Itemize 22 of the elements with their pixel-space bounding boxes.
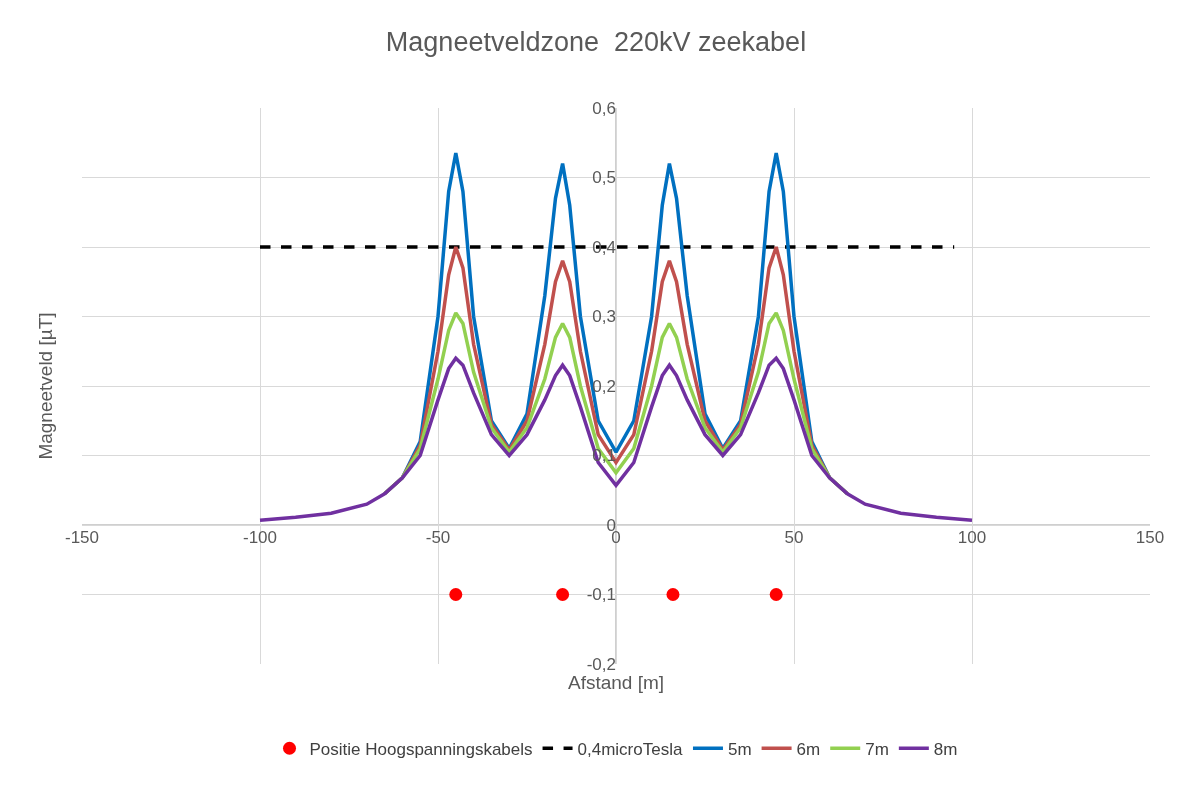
x-tick-label: -50 (425, 528, 451, 547)
chart-title: Magneetveldzone 220kV zeekabel (385, 26, 807, 57)
legend-label: 5m (727, 739, 752, 759)
y-tick-label: -0,2 (586, 654, 616, 674)
y-tick-label: -0,1 (586, 585, 616, 605)
y-axis-title: Magneetveld [µT] (34, 312, 56, 460)
y-tick-label: 0,6 (592, 98, 616, 118)
x-axis-title: Afstand [m] (568, 672, 665, 693)
legend-label: 7m (865, 739, 889, 759)
x-tick-label: -150 (64, 528, 100, 547)
legend-label: 8m (933, 739, 958, 759)
y-tick-label: 0,4 (592, 237, 616, 257)
y-tick-label: 0,3 (592, 307, 616, 327)
x-tick-label: 50 (784, 528, 804, 547)
legend-label: Positie Hoogspanningskabels (309, 739, 533, 759)
legend-label: 0,4microTesla (577, 739, 683, 759)
x-tick-label: 100 (957, 528, 987, 547)
x-tick-label: 150 (1135, 528, 1165, 547)
legend-label: 6m (796, 739, 821, 759)
x-tick-label: -100 (242, 528, 278, 547)
y-tick-label: 0,1 (592, 446, 616, 466)
y-tick-label: 0,5 (592, 168, 616, 188)
